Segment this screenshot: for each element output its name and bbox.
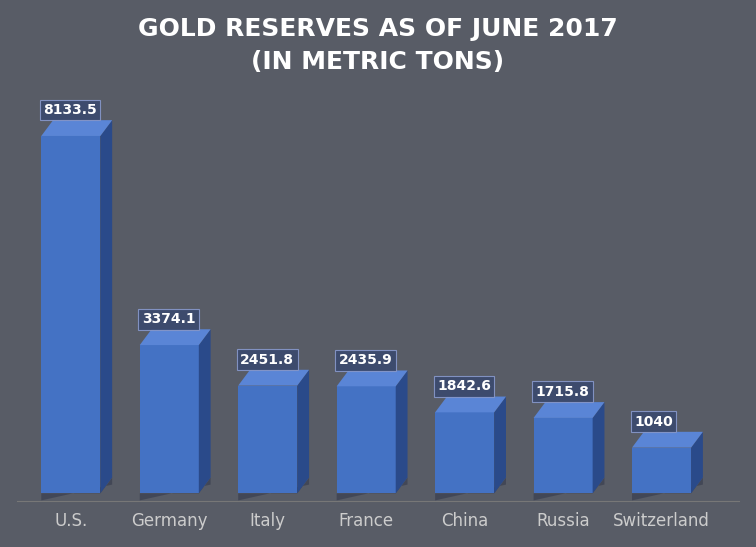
Polygon shape (534, 402, 605, 418)
Polygon shape (42, 478, 112, 501)
Polygon shape (632, 432, 703, 447)
Text: 1715.8: 1715.8 (535, 385, 590, 399)
Text: 2451.8: 2451.8 (240, 353, 294, 366)
Polygon shape (238, 370, 309, 386)
Polygon shape (336, 386, 395, 493)
Polygon shape (42, 136, 101, 493)
Polygon shape (238, 478, 309, 501)
Text: 2435.9: 2435.9 (339, 353, 392, 368)
Polygon shape (101, 120, 112, 493)
Polygon shape (534, 478, 605, 501)
Polygon shape (336, 370, 407, 386)
Polygon shape (632, 478, 703, 501)
Polygon shape (435, 397, 506, 412)
Title: GOLD RESERVES AS OF JUNE 2017
(IN METRIC TONS): GOLD RESERVES AS OF JUNE 2017 (IN METRIC… (138, 16, 618, 74)
Polygon shape (238, 386, 297, 493)
Text: 1040: 1040 (634, 415, 673, 429)
Polygon shape (199, 329, 211, 493)
Polygon shape (691, 432, 703, 493)
Polygon shape (435, 478, 506, 501)
Text: 8133.5: 8133.5 (43, 103, 97, 117)
Polygon shape (140, 329, 211, 345)
Polygon shape (534, 418, 593, 493)
Text: 3374.1: 3374.1 (141, 312, 195, 326)
Polygon shape (140, 345, 199, 493)
Polygon shape (593, 402, 605, 493)
Polygon shape (140, 478, 211, 501)
Polygon shape (297, 370, 309, 493)
Polygon shape (395, 370, 407, 493)
Text: 1842.6: 1842.6 (437, 380, 491, 393)
Polygon shape (494, 397, 506, 493)
Polygon shape (42, 120, 112, 136)
Polygon shape (336, 478, 407, 501)
Polygon shape (632, 447, 691, 493)
Polygon shape (435, 412, 494, 493)
